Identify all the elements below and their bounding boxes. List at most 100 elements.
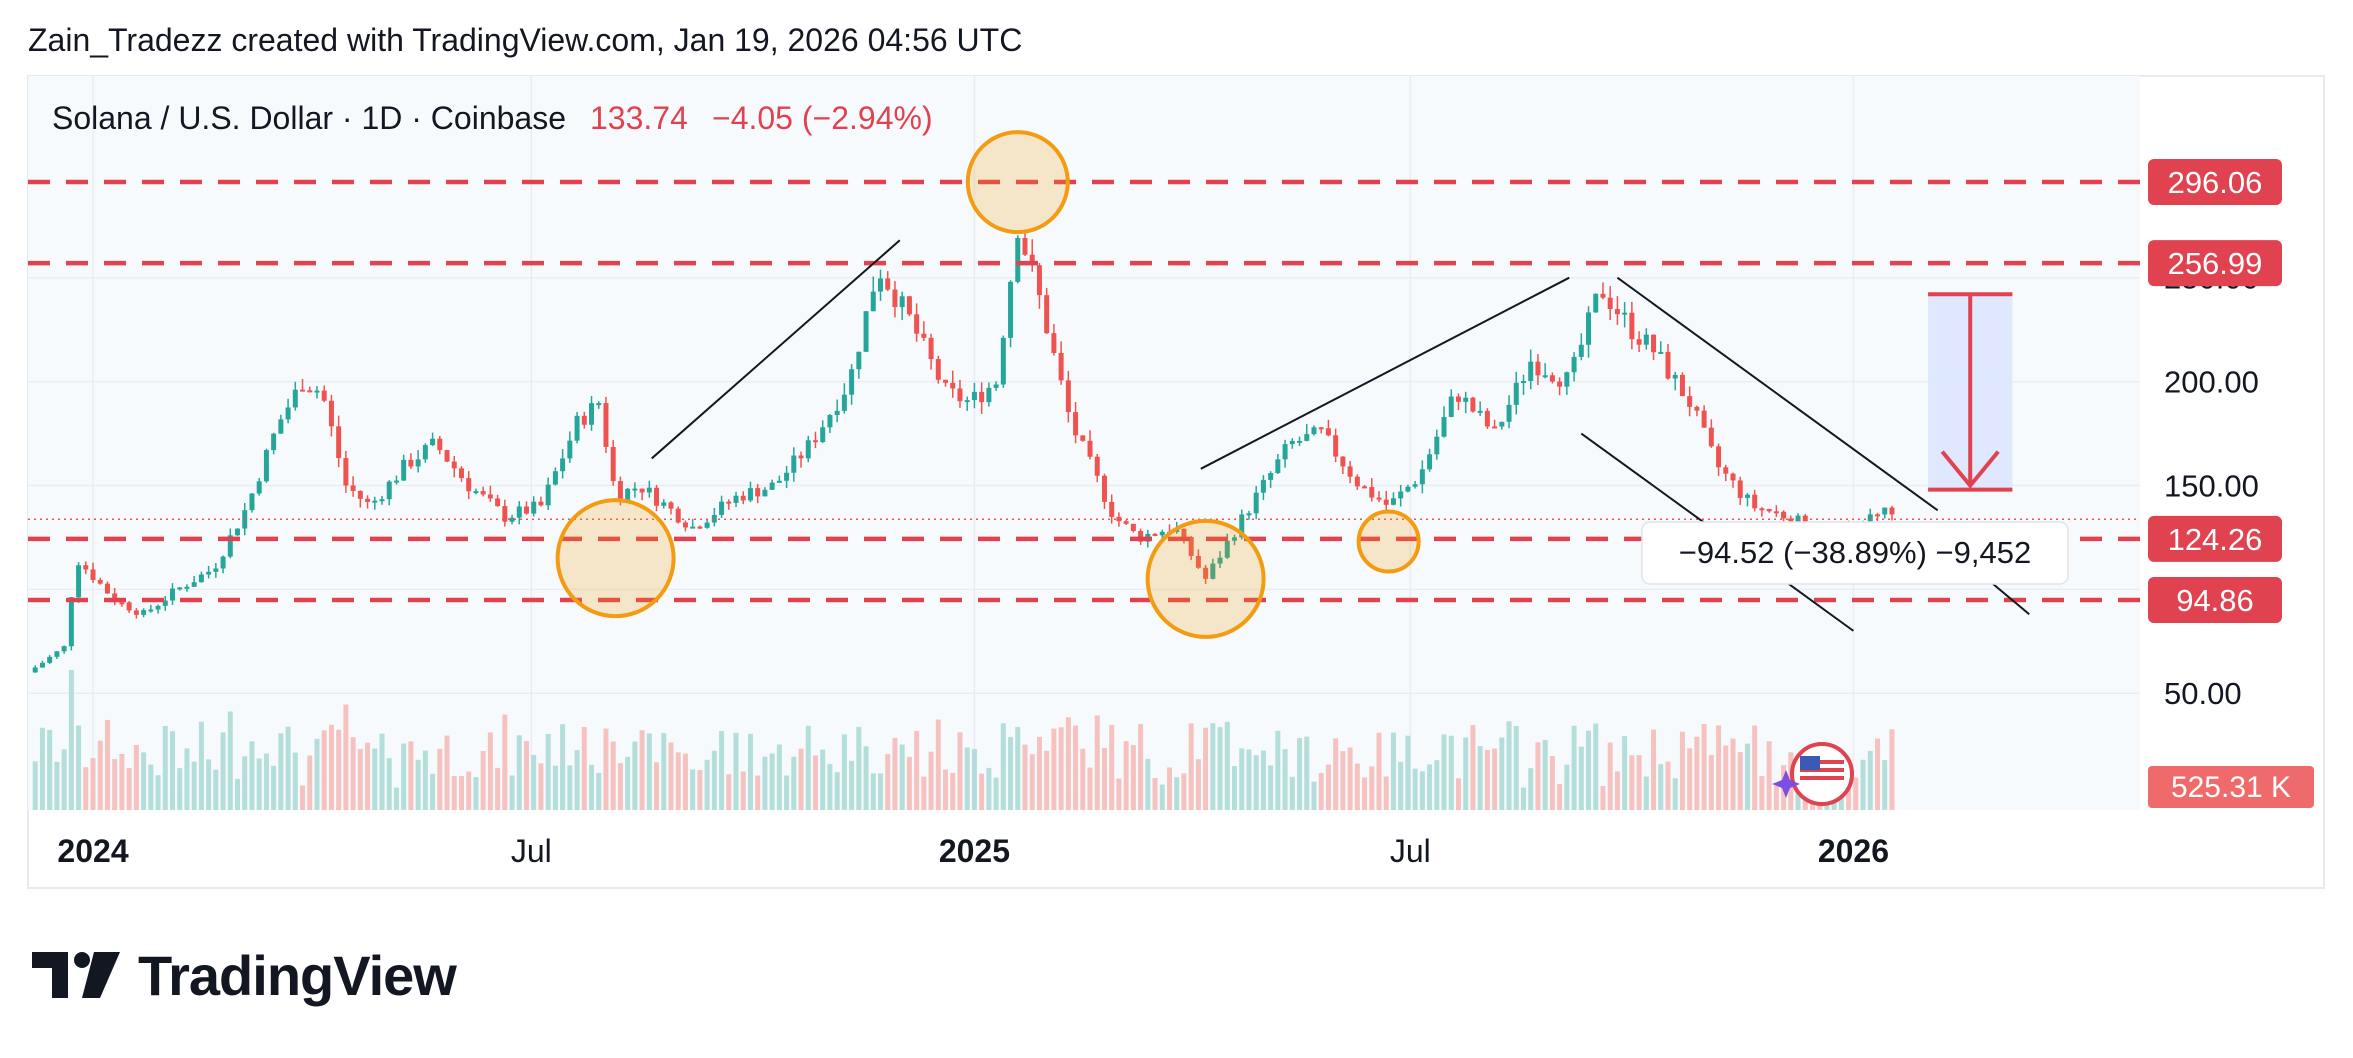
volume-bar (509, 775, 515, 810)
candle-body (386, 481, 392, 500)
candle-body (1737, 480, 1743, 498)
highlight-circles (555, 130, 1421, 639)
volume-bar (928, 751, 934, 810)
volume-bar (1643, 776, 1649, 810)
volume-bar (950, 772, 956, 810)
candle-body (379, 499, 385, 502)
trend-line (1616, 276, 1939, 512)
volume-bar (1759, 775, 1765, 810)
price-label-tag (2148, 240, 2282, 287)
volume-bar (1557, 784, 1563, 810)
candle-body (444, 450, 450, 462)
candle-body (206, 571, 212, 575)
volume-bar (1773, 785, 1779, 810)
grid (28, 76, 2140, 810)
candle-body (784, 472, 790, 481)
volume-bar (1145, 758, 1151, 810)
price-label-tag (2148, 577, 2282, 623)
volume-bar (372, 748, 378, 810)
candle-body (61, 646, 67, 652)
trend-line (1200, 276, 1570, 470)
candle-body (271, 433, 277, 451)
candle-body (798, 455, 804, 459)
candle-body (1600, 293, 1606, 298)
volume-bar (1109, 724, 1115, 810)
y-tick-label: 150.00 (2164, 468, 2259, 503)
volume-bar (184, 748, 190, 810)
volume-bar (1766, 741, 1772, 810)
price-label-text: 256.99 (2168, 246, 2263, 281)
plot-background (28, 76, 2140, 810)
volume-bar (762, 756, 768, 810)
candle-body (1282, 444, 1288, 460)
candle-body (1246, 513, 1252, 516)
volume-bar (379, 733, 385, 810)
candle-body (263, 450, 269, 482)
candle-body (1716, 446, 1722, 468)
volume-bar (68, 670, 74, 810)
candle-body (1297, 440, 1303, 443)
candle-body (1217, 557, 1223, 564)
highlight-circle (965, 130, 1070, 235)
volume-bar (393, 787, 399, 810)
candle-body (762, 489, 768, 497)
candle-body (603, 403, 609, 447)
candle-body (1506, 404, 1512, 422)
candle-body (1781, 511, 1787, 519)
candle-body (567, 440, 573, 459)
volume-bar (285, 726, 291, 810)
candle-body (422, 445, 428, 460)
volume-bar (1571, 725, 1577, 810)
volume-bar (408, 741, 414, 810)
volume-bar (1116, 778, 1122, 810)
y-axis: 50.00 150.00 200.00 (2164, 365, 2259, 712)
volume-bar (993, 777, 999, 810)
volume-bar (300, 785, 306, 810)
candle-body (668, 502, 674, 509)
sparkle-icon (1772, 770, 1800, 798)
volume-bar (1246, 749, 1252, 810)
volume-bar (1130, 745, 1136, 810)
candle-body (184, 586, 190, 589)
candle-body (581, 415, 587, 425)
candle-body (1564, 372, 1570, 387)
volume-bar (516, 735, 522, 810)
volume-bar (1853, 777, 1859, 810)
candle-body (292, 389, 298, 408)
volume-bar (567, 765, 573, 810)
volume-bar (1333, 738, 1339, 810)
volume-bar (1347, 747, 1353, 810)
volume-bar (235, 778, 241, 810)
volume-bar (1029, 754, 1035, 810)
candle-body (321, 390, 327, 401)
candle-body (1593, 293, 1599, 313)
volume-bar (213, 769, 219, 810)
volume-bar (531, 754, 537, 810)
candle-body (90, 569, 96, 580)
candle-body (690, 526, 696, 529)
volume-bar (1383, 776, 1389, 810)
candle-body (480, 491, 486, 495)
volume-bar (263, 753, 269, 810)
candle-body (126, 602, 132, 611)
candle-body (198, 574, 204, 583)
volume-label-tag (2148, 766, 2314, 808)
volume-bar (906, 756, 912, 810)
volume-bar (1665, 761, 1671, 810)
candle-body (1333, 435, 1339, 457)
candle-body (943, 379, 949, 383)
candle-body (458, 468, 464, 479)
volume-bar (560, 724, 566, 810)
candle-body (964, 400, 970, 403)
tradingview-logo[interactable]: TradingView (32, 940, 457, 1010)
volume-bar (444, 735, 450, 810)
volume-bar (545, 733, 551, 810)
volume-bar (776, 744, 782, 810)
volume-bar (473, 777, 479, 810)
candle-body (1687, 396, 1693, 407)
volume-bar (1520, 787, 1526, 810)
volume-bar (1398, 761, 1404, 810)
price-label-tag (2148, 159, 2282, 205)
volume-bar (921, 776, 927, 810)
